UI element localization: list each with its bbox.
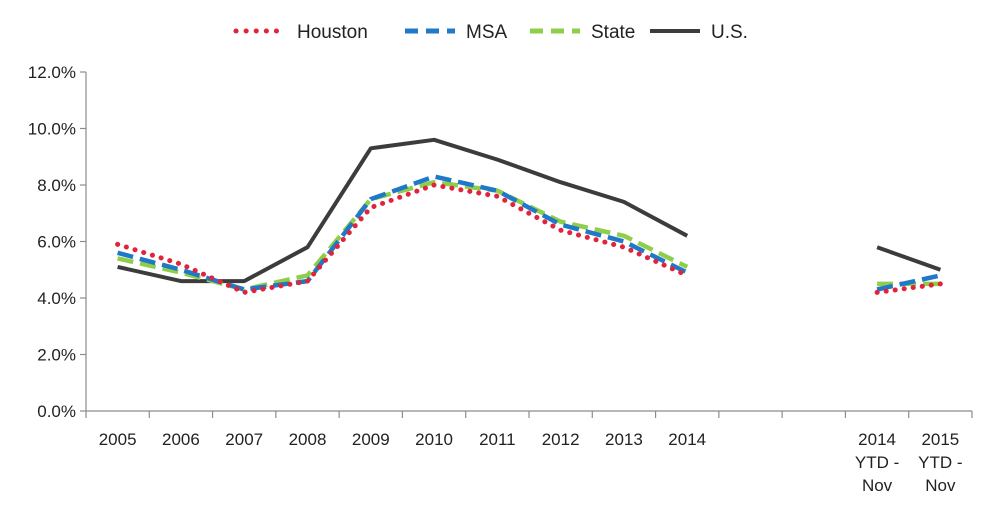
- x-tick-label: 2013: [605, 430, 643, 449]
- x-tick-label: 2005: [99, 430, 137, 449]
- y-tick-label: 8.0%: [37, 176, 76, 195]
- x-tick-label: 2014: [858, 430, 896, 449]
- y-tick-label: 6.0%: [37, 233, 76, 252]
- x-axis: 2005 2006 2007 2008 2009 2010 2011 2012 2013 2014…: [85, 410, 973, 495]
- y-tick-label: 10.0%: [28, 120, 76, 139]
- series-line-state: [117, 179, 941, 292]
- x-tick-label: 2009: [352, 430, 390, 449]
- y-tick-label: 0.0%: [37, 402, 76, 421]
- x-tick-label: 2010: [415, 430, 453, 449]
- series-line-houston: [115, 182, 943, 295]
- legend-label: State: [591, 22, 635, 43]
- x-tick-label: YTD -: [855, 453, 899, 472]
- x-tick-label: YTD -: [918, 453, 962, 472]
- y-tick-label: 4.0%: [37, 289, 76, 308]
- legend-item: Houston: [233, 22, 368, 43]
- y-axis: 0.0% 2.0% 4.0% 6.0% 8.0% 10.0% 12.0%: [28, 63, 87, 421]
- x-tick-label: 2006: [162, 430, 200, 449]
- x-tick-label: Nov: [925, 476, 956, 495]
- legend-item: U.S.: [650, 22, 748, 43]
- x-tick-label: 2008: [289, 430, 327, 449]
- legend-label: U.S.: [711, 22, 748, 43]
- x-tick-label: 2011: [479, 430, 516, 449]
- y-tick-label: 2.0%: [37, 346, 76, 365]
- legend-item: MSA: [405, 22, 508, 43]
- x-tick-label: 2012: [542, 430, 580, 449]
- legend-label: Houston: [297, 22, 368, 43]
- legend-item: State: [530, 22, 635, 43]
- plot-area: [115, 137, 943, 295]
- legend: Houston MSA State U.S.: [233, 22, 748, 43]
- y-tick-label: 12.0%: [28, 63, 76, 82]
- series-line-msa: [117, 174, 941, 292]
- series-line-u-s: [117, 137, 942, 284]
- x-tick-label: 2015: [921, 430, 959, 449]
- x-tick-label: 2007: [225, 430, 263, 449]
- legend-label: MSA: [466, 22, 508, 43]
- x-tick-label: Nov: [862, 476, 893, 495]
- x-tick-label: 2014: [668, 430, 706, 449]
